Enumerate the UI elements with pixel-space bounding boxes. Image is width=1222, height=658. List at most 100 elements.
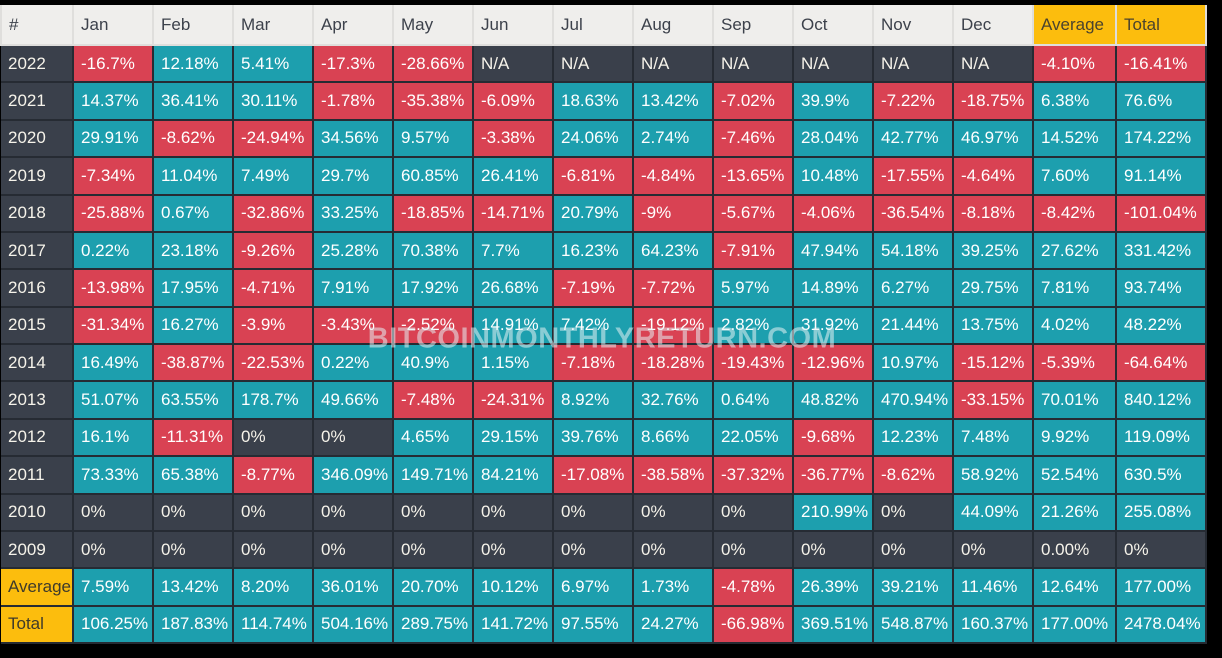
cell-2011-dec: 58.92% xyxy=(952,455,1034,495)
cell-total-may: 289.75% xyxy=(392,604,474,645)
row-label: 2011 xyxy=(1,455,74,495)
cell-average-jul: 6.97% xyxy=(552,567,634,607)
cell-2009-mar: 0% xyxy=(232,529,314,570)
cell-2011-nov: -8.62% xyxy=(872,455,954,495)
cell-2009-feb: 0% xyxy=(152,529,234,570)
cell-2022-nov: N/A xyxy=(872,43,954,84)
cell-2009-jun: 0% xyxy=(472,529,554,570)
cell-total-total: 2478.04% xyxy=(1115,604,1207,645)
cell-2014-mar: -22.53% xyxy=(232,342,314,383)
table-row-2016: 2016 -13.98% 17.95% -4.71% 7.91% 17.92% 26.68%… xyxy=(1,268,1207,308)
cell-2016-feb: 17.95% xyxy=(152,268,234,308)
cell-2009-oct: 0% xyxy=(792,529,874,570)
cell-2021-may: -35.38% xyxy=(392,81,474,121)
table-row-2022: 2022 -16.7% 12.18% 5.41% -17.3% -28.66% N/A N/A… xyxy=(1,43,1207,84)
cell-2022-may: -28.66% xyxy=(392,43,474,84)
cell-2017-average: 27.62% xyxy=(1032,230,1117,271)
cell-2010-nov: 0% xyxy=(872,492,954,532)
column-header-jun: Jun xyxy=(472,5,554,46)
cell-2010-apr: 0% xyxy=(312,492,394,532)
cell-2019-jul: -6.81% xyxy=(552,156,634,196)
cell-2021-average: 6.38% xyxy=(1032,81,1117,121)
cell-2013-total: 840.12% xyxy=(1115,380,1207,420)
cell-2015-total: 48.22% xyxy=(1115,305,1207,346)
table-row-2012: 2012 16.1% -11.31% 0% 0% 4.65% 29.15% 39.76% 8.6… xyxy=(1,417,1207,458)
cell-2022-jul: N/A xyxy=(552,43,634,84)
cell-2014-jan: 16.49% xyxy=(72,342,154,383)
cell-2021-oct: 39.9% xyxy=(792,81,874,121)
row-label: 2020 xyxy=(1,118,74,159)
cell-2012-oct: -9.68% xyxy=(792,417,874,458)
cell-2015-jun: 14.91% xyxy=(472,305,554,346)
cell-average-aug: 1.73% xyxy=(632,567,714,607)
cell-2009-total: 0% xyxy=(1115,529,1207,570)
table-row-2019: 2019 -7.34% 11.04% 7.49% 29.7% 60.85% 26.41% -6… xyxy=(1,156,1207,196)
cell-2017-aug: 64.23% xyxy=(632,230,714,271)
cell-2016-jan: -13.98% xyxy=(72,268,154,308)
cell-2015-mar: -3.9% xyxy=(232,305,314,346)
cell-total-nov: 548.87% xyxy=(872,604,954,645)
cell-2019-may: 60.85% xyxy=(392,156,474,196)
cell-2013-jun: -24.31% xyxy=(472,380,554,420)
cell-2021-total: 76.6% xyxy=(1115,81,1207,121)
cell-2020-dec: 46.97% xyxy=(952,118,1034,159)
cell-2014-jun: 1.15% xyxy=(472,342,554,383)
cell-2013-mar: 178.7% xyxy=(232,380,314,420)
cell-average-jun: 10.12% xyxy=(472,567,554,607)
cell-2018-total: -101.04% xyxy=(1115,193,1207,233)
cell-2010-average: 21.26% xyxy=(1032,492,1117,532)
cell-2019-jan: -7.34% xyxy=(72,156,154,196)
cell-2019-nov: -17.55% xyxy=(872,156,954,196)
cell-2013-nov: 470.94% xyxy=(872,380,954,420)
cell-2013-average: 70.01% xyxy=(1032,380,1117,420)
cell-2021-sep: -7.02% xyxy=(712,81,794,121)
cell-2022-total: -16.41% xyxy=(1115,43,1207,84)
column-header-nov: Nov xyxy=(872,5,954,46)
cell-total-sep: -66.98% xyxy=(712,604,794,645)
cell-2015-aug: -19.12% xyxy=(632,305,714,346)
cell-2013-jan: 51.07% xyxy=(72,380,154,420)
cell-2020-average: 14.52% xyxy=(1032,118,1117,159)
cell-2016-may: 17.92% xyxy=(392,268,474,308)
cell-2013-aug: 32.76% xyxy=(632,380,714,420)
cell-average-dec: 11.46% xyxy=(952,567,1034,607)
cell-2020-feb: -8.62% xyxy=(152,118,234,159)
table-row-2020: 2020 29.91% -8.62% -24.94% 34.56% 9.57% -3.38%… xyxy=(1,118,1207,159)
cell-2009-nov: 0% xyxy=(872,529,954,570)
cell-2017-oct: 47.94% xyxy=(792,230,874,271)
cell-2010-jan: 0% xyxy=(72,492,154,532)
cell-2012-may: 4.65% xyxy=(392,417,474,458)
cell-2015-oct: 31.92% xyxy=(792,305,874,346)
cell-2010-jun: 0% xyxy=(472,492,554,532)
cell-2019-total: 91.14% xyxy=(1115,156,1207,196)
cell-2010-dec: 44.09% xyxy=(952,492,1034,532)
cell-total-dec: 160.37% xyxy=(952,604,1034,645)
cell-2020-total: 174.22% xyxy=(1115,118,1207,159)
cell-2020-may: 9.57% xyxy=(392,118,474,159)
cell-2013-jul: 8.92% xyxy=(552,380,634,420)
cell-2018-jul: 20.79% xyxy=(552,193,634,233)
cell-2022-dec: N/A xyxy=(952,43,1034,84)
cell-2020-aug: 2.74% xyxy=(632,118,714,159)
cell-2021-mar: 30.11% xyxy=(232,81,314,121)
cell-2014-dec: -15.12% xyxy=(952,342,1034,383)
cell-2020-oct: 28.04% xyxy=(792,118,874,159)
cell-2009-apr: 0% xyxy=(312,529,394,570)
row-label: 2017 xyxy=(1,230,74,271)
cell-2016-aug: -7.72% xyxy=(632,268,714,308)
cell-2017-nov: 54.18% xyxy=(872,230,954,271)
cell-2016-mar: -4.71% xyxy=(232,268,314,308)
cell-2017-total: 331.42% xyxy=(1115,230,1207,271)
table-row-2010: 2010 0% 0% 0% 0% 0% 0% 0% 0% 0% 210.99% 0% 44.09% 21.… xyxy=(1,492,1207,532)
cell-average-nov: 39.21% xyxy=(872,567,954,607)
cell-2016-total: 93.74% xyxy=(1115,268,1207,308)
table-row-2011: 2011 73.33% 65.38% -8.77% 346.09% 149.71% 84.2… xyxy=(1,455,1207,495)
cell-2011-total: 630.5% xyxy=(1115,455,1207,495)
cell-total-average: 177.00% xyxy=(1032,604,1117,645)
column-header-dec: Dec xyxy=(952,5,1034,46)
cell-2017-jan: 0.22% xyxy=(72,230,154,271)
cell-2009-jan: 0% xyxy=(72,529,154,570)
cell-2017-feb: 23.18% xyxy=(152,230,234,271)
cell-2021-dec: -18.75% xyxy=(952,81,1034,121)
